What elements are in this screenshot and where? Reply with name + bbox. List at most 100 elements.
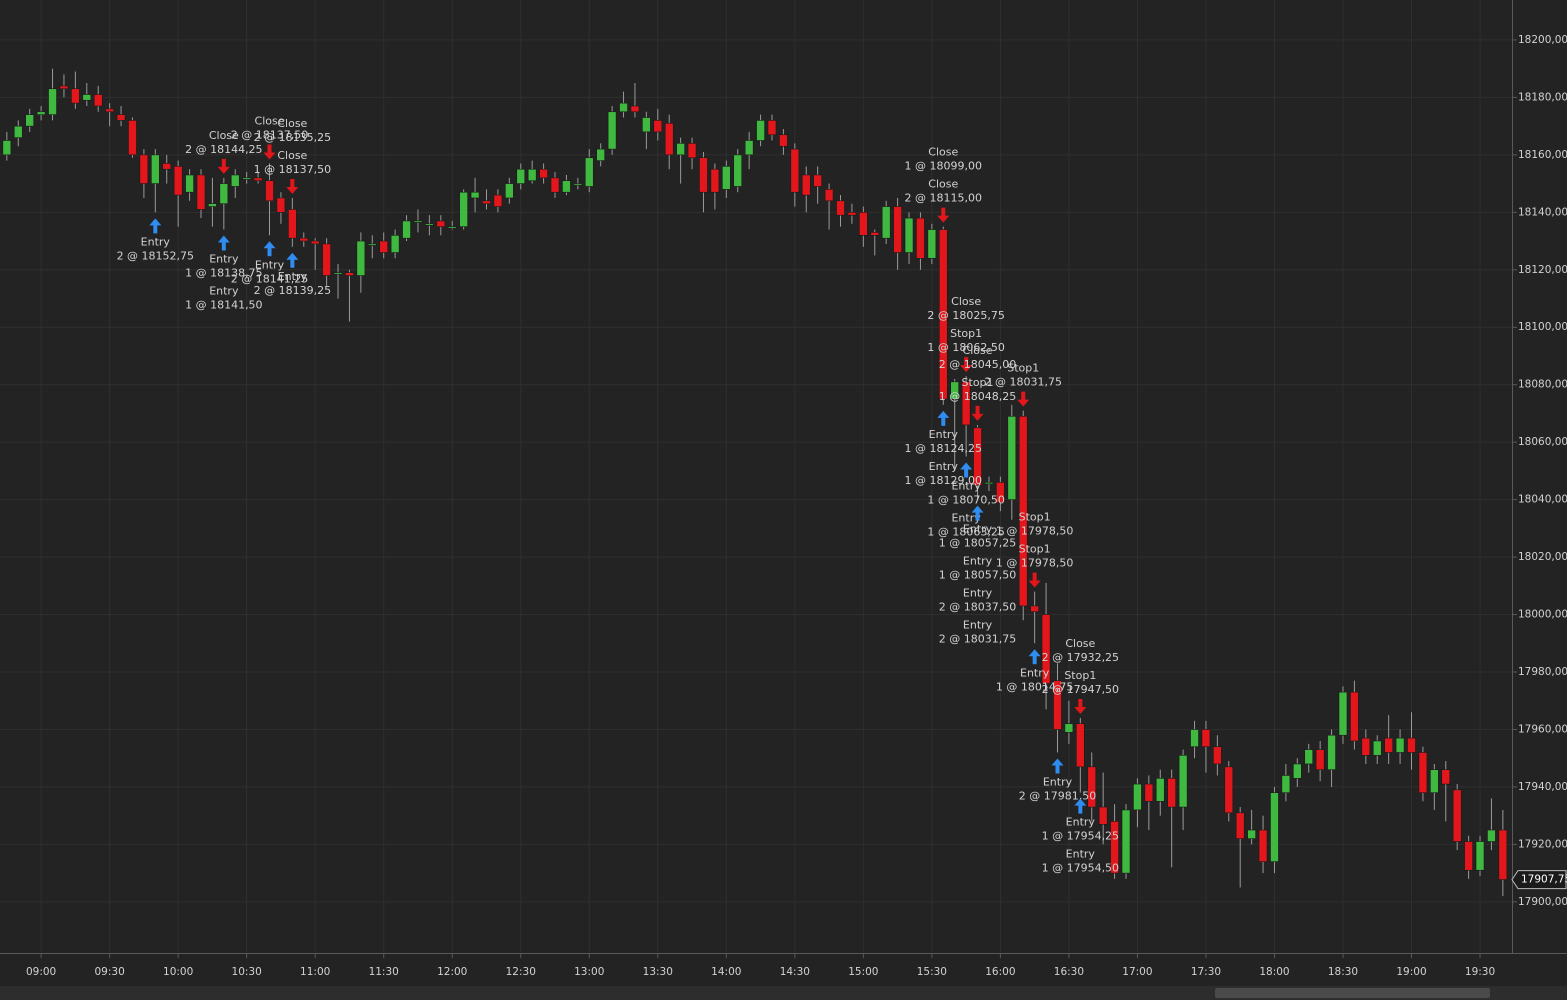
candle-body — [779, 134, 788, 147]
trade-detail: 2 @ 18045,00 — [939, 358, 1016, 371]
candle-body — [493, 194, 503, 207]
exit-arrow — [937, 207, 950, 223]
candle-body — [1464, 841, 1473, 871]
exit-arrow — [1028, 572, 1041, 588]
candle-body — [744, 140, 754, 156]
candle-body — [1018, 416, 1028, 607]
candle-body — [801, 174, 811, 196]
candle-body — [1281, 775, 1291, 793]
candle-body — [881, 206, 891, 239]
candle-body — [1201, 729, 1211, 748]
trade-detail: 1 @ 18137,50 — [254, 163, 331, 176]
y-tick-label: 18020,00 — [1518, 551, 1567, 563]
candle-body — [185, 174, 194, 193]
trade-label: Close — [255, 114, 285, 127]
y-tick-label: 18180,00 — [1518, 91, 1567, 103]
last-price-tag — [1511, 870, 1567, 890]
candle-body — [619, 102, 628, 113]
candle-body — [310, 240, 320, 245]
x-tick-label: 13:30 — [643, 966, 673, 978]
trade-detail: 1 @ 18138,75 — [185, 267, 262, 280]
trade-label: Entry — [1020, 666, 1050, 679]
trade-label: Entry — [963, 555, 993, 568]
candle-body — [367, 243, 377, 246]
candle-body — [859, 212, 868, 236]
candle-body — [1053, 680, 1062, 730]
trade-detail: 2 @ 18139,25 — [254, 284, 331, 297]
x-tick-label: 09:00 — [26, 966, 56, 978]
candle-body — [1407, 737, 1416, 753]
trade-detail: 1 @ 18057,25 — [939, 537, 1016, 550]
candle-body — [1087, 766, 1097, 808]
trade-detail: 2 @ 18031,75 — [939, 633, 1016, 646]
candle-body — [1064, 723, 1074, 733]
trade-label: Stop1 — [950, 327, 982, 340]
candle-body — [1338, 691, 1348, 736]
x-tick-label: 17:00 — [1122, 966, 1152, 978]
candle-body — [1235, 812, 1245, 839]
candle-body — [1258, 829, 1268, 862]
trade-detail: 1 @ 18124,25 — [905, 442, 982, 455]
trade-label: Close — [951, 295, 981, 308]
candle-body — [1418, 752, 1428, 793]
candle-body — [938, 229, 948, 400]
trade-detail: 1 @ 17978,50 — [996, 525, 1073, 538]
trade-label: Close — [928, 178, 958, 191]
candle-body — [653, 120, 663, 133]
candle-body — [436, 220, 446, 227]
candle-body — [1384, 737, 1393, 753]
y-tick-label: 18040,00 — [1518, 494, 1567, 506]
scrollbar-thumb[interactable] — [1215, 988, 1490, 998]
candle-body — [550, 177, 560, 193]
x-tick-label: 11:00 — [300, 966, 330, 978]
candle-body — [402, 220, 411, 239]
candle-body — [710, 168, 720, 193]
candle-body — [276, 197, 286, 213]
trade-detail: 1 @ 17954,25 — [1042, 830, 1119, 843]
trade-detail: 2 @ 18152,75 — [117, 249, 194, 262]
scrollbar[interactable] — [0, 986, 1567, 1000]
exit-arrow — [960, 357, 973, 373]
candle-body — [116, 114, 126, 121]
candle-body — [1167, 778, 1176, 808]
trade-detail: 2 @ 18025,75 — [927, 309, 1004, 322]
trade-label: Entry — [951, 480, 981, 493]
x-tick-label: 10:00 — [163, 966, 193, 978]
candle-body — [790, 148, 800, 193]
candle-body — [1007, 416, 1017, 500]
trade-label: Entry — [929, 428, 959, 441]
candle-body — [1155, 778, 1165, 802]
trade-detail: 1 @ 18129,00 — [905, 474, 982, 487]
trade-label: Close — [209, 129, 239, 142]
x-tick-label: 13:00 — [574, 966, 604, 978]
x-tick-label: 18:30 — [1328, 966, 1358, 978]
candle-body — [322, 243, 331, 276]
candle-body — [904, 217, 914, 253]
y-tick-label: 17960,00 — [1518, 723, 1567, 735]
candle-body — [333, 272, 343, 275]
trade-label: Close — [277, 117, 307, 130]
trade-label: Entry — [278, 270, 308, 283]
candle-body — [1350, 691, 1359, 742]
y-tick-label: 18120,00 — [1518, 264, 1567, 276]
candle-body — [1178, 755, 1188, 808]
candle-body — [733, 154, 743, 187]
candle-body — [916, 217, 925, 259]
x-tick-label: 09:30 — [94, 966, 124, 978]
trade-detail: 1 @ 17978,50 — [996, 557, 1073, 570]
candle-body — [162, 163, 172, 170]
trade-label: Stop1 — [1019, 543, 1051, 556]
candle-body — [630, 105, 640, 113]
trade-label: Entry — [1066, 848, 1096, 861]
y-tick-label: 18200,00 — [1518, 34, 1567, 46]
x-tick-label: 15:30 — [917, 966, 947, 978]
candle-body — [288, 209, 297, 239]
candle-body — [607, 111, 617, 150]
candle-body — [230, 174, 240, 187]
candle-body — [356, 240, 366, 276]
exit-arrow — [1017, 391, 1030, 407]
candle-body — [82, 94, 92, 101]
trade-label: Close — [277, 149, 307, 162]
candle-body — [527, 168, 537, 182]
